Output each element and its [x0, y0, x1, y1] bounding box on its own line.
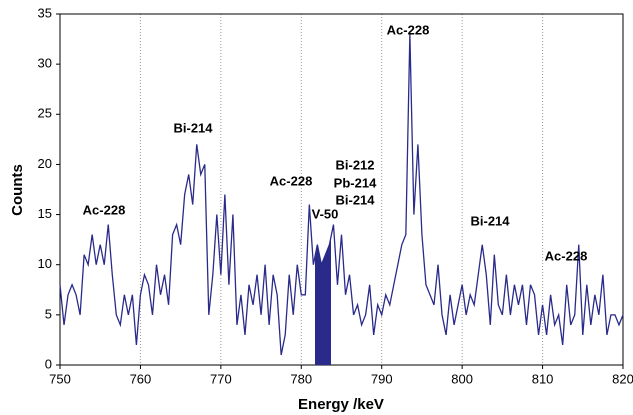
y-tick-label: 20 — [38, 156, 52, 171]
x-tick-label: 750 — [49, 371, 71, 386]
y-axis-title: Counts — [9, 164, 26, 216]
x-tick-label: 800 — [451, 371, 473, 386]
x-tick-label: 820 — [612, 371, 633, 386]
peak-label: Bi-214 — [470, 213, 510, 228]
x-tick-label: 770 — [210, 371, 232, 386]
y-tick-label: 25 — [38, 106, 52, 121]
x-axis-title: Energy /keV — [298, 396, 384, 413]
y-tick-label: 10 — [38, 256, 52, 271]
peak-label: Ac-228 — [387, 22, 430, 37]
spectrum-line — [59, 34, 624, 356]
peak-label: Bi-212 — [335, 157, 374, 172]
x-tick-label: 790 — [371, 371, 393, 386]
peak-label: Ac-228 — [270, 173, 313, 188]
x-tick-label: 760 — [130, 371, 152, 386]
highlight-area — [314, 236, 332, 365]
peak-label: Pb-214 — [334, 175, 377, 190]
peak-label: Bi-214 — [173, 120, 213, 135]
y-tick-label: 0 — [45, 356, 52, 371]
y-tick-label: 5 — [45, 306, 52, 321]
peak-label: Ac-228 — [83, 202, 126, 217]
plot-frame — [59, 13, 624, 366]
x-tick-label: 810 — [532, 371, 554, 386]
peak-label: V-50 — [312, 206, 339, 221]
y-tick-label: 15 — [38, 206, 52, 221]
y-tick-label: 30 — [38, 56, 52, 71]
peak-label: Bi-214 — [335, 192, 375, 207]
y-tick-label: 35 — [38, 5, 52, 20]
peak-label: Ac-228 — [545, 248, 588, 263]
x-tick-label: 780 — [290, 371, 312, 386]
